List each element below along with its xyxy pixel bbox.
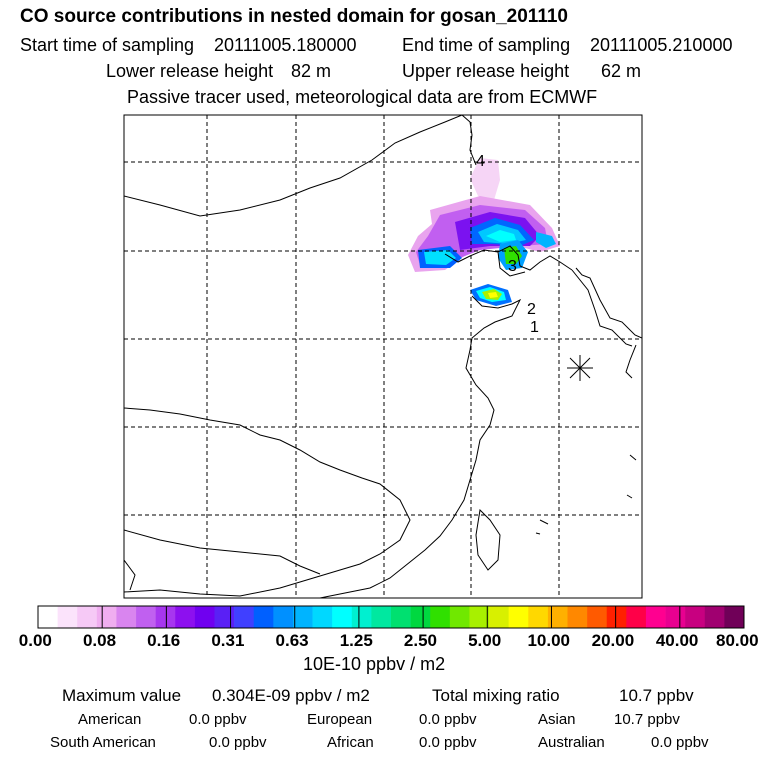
- region-value-european: 0.0 ppbv: [419, 711, 477, 728]
- colorbar-swatch: [547, 606, 568, 628]
- colorbar-tick-label: 0.08: [82, 631, 117, 650]
- colorbar-tick-label: 2.50: [403, 631, 437, 650]
- source-marker-3: 3: [508, 258, 517, 275]
- colorbar-swatch: [685, 606, 706, 628]
- colorbar-swatch: [587, 606, 608, 628]
- plume-layer: [408, 158, 560, 306]
- colorbar-tick-label: 0.00: [18, 631, 52, 650]
- end-time-value: 20111005.210000: [590, 35, 733, 55]
- region-value-african: 0.0 ppbv: [419, 734, 477, 751]
- colorbar-swatch: [371, 606, 392, 628]
- colorbar-swatch: [430, 606, 451, 628]
- colorbar-swatch: [332, 606, 353, 628]
- start-time-label: Start time of sampling: [20, 35, 195, 55]
- region-value-south-american: 0.0 ppbv: [209, 734, 267, 751]
- total-mixing-value: 10.7 ppbv: [619, 686, 694, 705]
- colorbar-swatch: [469, 606, 490, 628]
- region-name-american: American: [78, 711, 142, 728]
- plot-title: CO source contributions in nested domain…: [20, 6, 568, 27]
- tracer-note: Passive tracer used, meteorological data…: [127, 87, 598, 107]
- source-marker-2: 2: [527, 301, 536, 318]
- region-value-american: 0.0 ppbv: [189, 711, 247, 728]
- colorbar-swatch: [489, 606, 509, 628]
- colorbar: [37, 605, 745, 629]
- colorbar-swatch: [194, 606, 215, 628]
- upper-release-label: Upper release height: [402, 61, 570, 81]
- colorbar-unit: 10E-10 ppbv / m2: [303, 654, 446, 674]
- region-name-european: European: [307, 711, 373, 728]
- colorbar-swatch: [704, 606, 725, 628]
- region-name-asian: Asian: [538, 711, 576, 728]
- colorbar-swatch: [606, 606, 627, 628]
- colorbar-tick-label: 0.31: [211, 631, 245, 650]
- region-value-australian: 0.0 ppbv: [651, 734, 709, 751]
- colorbar-swatch: [234, 606, 255, 628]
- colorbar-tick-label: 5.00: [468, 631, 502, 650]
- start-time-value: 20111005.180000: [214, 35, 357, 55]
- region-name-african: African: [327, 734, 374, 751]
- map-frame: [123, 114, 643, 599]
- colorbar-swatch: [136, 606, 156, 628]
- colorbar-swatch: [292, 606, 313, 628]
- end-time-label: End time of sampling: [402, 35, 571, 55]
- colorbar-swatch: [57, 606, 78, 628]
- colorbar-swatch: [449, 606, 470, 628]
- colorbar-swatch: [96, 606, 117, 628]
- colorbar-swatch: [77, 606, 98, 628]
- region-name-australian: Australian: [538, 734, 605, 751]
- lower-release-value: 82 m: [291, 61, 332, 81]
- region-value-asian: 10.7 ppbv: [614, 711, 680, 728]
- colorbar-swatch: [351, 606, 372, 628]
- colorbar-tick-label: 40.00: [655, 631, 699, 650]
- colorbar-swatch: [626, 606, 647, 628]
- colorbar-swatch: [528, 606, 549, 628]
- colorbar-swatch: [175, 606, 196, 628]
- source-marker-1: 1: [530, 319, 539, 336]
- region-name-south-american: South American: [50, 734, 156, 751]
- colorbar-swatch: [273, 606, 294, 628]
- colorbar-swatch: [214, 606, 235, 628]
- colorbar-tick-label: 20.00: [591, 631, 635, 650]
- colorbar-swatch: [508, 606, 529, 628]
- colorbar-swatch: [645, 606, 666, 628]
- lower-release-label: Lower release height: [106, 61, 274, 81]
- colorbar-tick-label: 1.25: [339, 631, 373, 650]
- colorbar-swatch: [155, 606, 176, 628]
- colorbar-frame: [37, 605, 745, 629]
- map-grid: [124, 115, 642, 598]
- receptor-star-icon: [567, 355, 593, 381]
- colorbar-swatch: [391, 606, 411, 628]
- colorbar-swatch: [665, 606, 686, 628]
- colorbar-tick-label: 80.00: [716, 631, 759, 650]
- total-mixing-label: Total mixing ratio: [432, 686, 560, 705]
- colorbar-swatch: [312, 606, 333, 628]
- colorbar-swatch: [38, 606, 58, 628]
- max-value: 0.304E-09 ppbv / m2: [212, 686, 370, 705]
- colorbar-tick-label: 0.63: [275, 631, 309, 650]
- upper-release-value: 62 m: [601, 61, 642, 81]
- colorbar-tick-label: 0.16: [147, 631, 181, 650]
- coastlines: [124, 115, 642, 598]
- source-marker-4: 4: [476, 153, 485, 170]
- colorbar-swatch: [724, 606, 745, 628]
- colorbar-swatch: [116, 606, 137, 628]
- max-value-label: Maximum value: [62, 686, 182, 705]
- colorbar-swatch: [253, 606, 274, 628]
- colorbar-swatch: [410, 606, 431, 628]
- colorbar-swatch: [567, 606, 588, 628]
- colorbar-tick-label: 10.00: [527, 631, 570, 650]
